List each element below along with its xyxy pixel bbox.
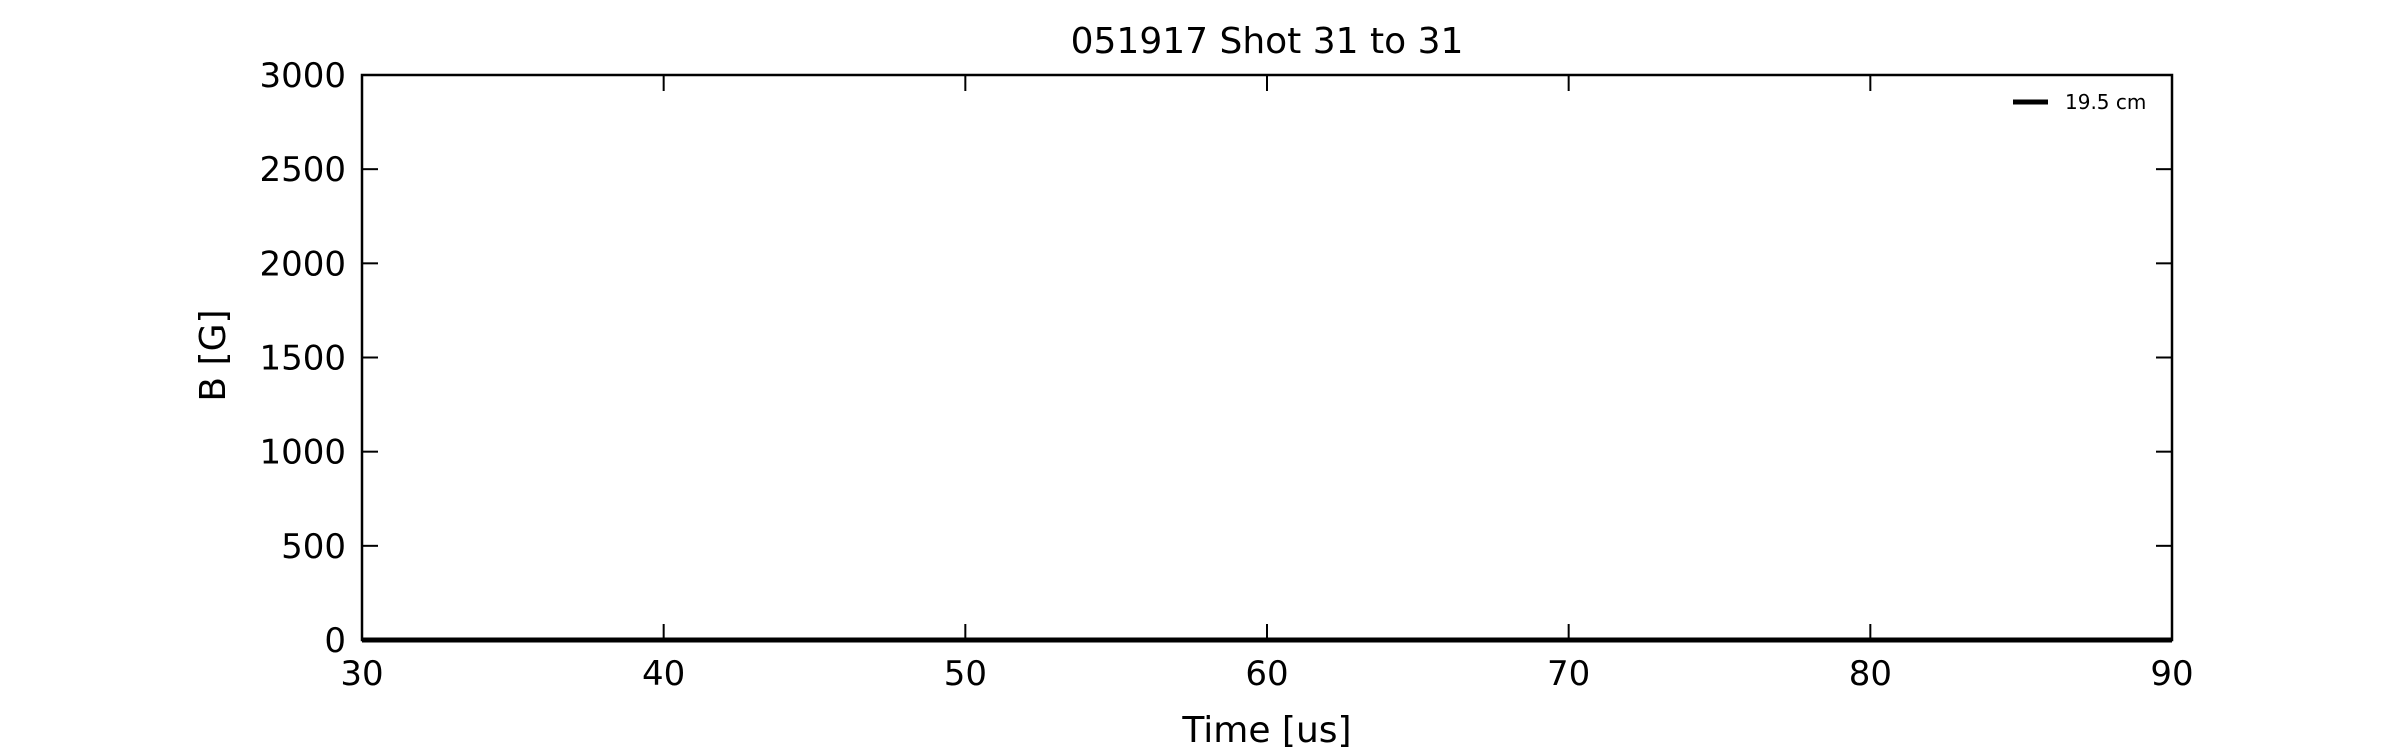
y-tick-label: 3000 <box>259 56 346 96</box>
y-tick-label: 500 <box>281 527 346 567</box>
tick-labels: 30 40 50 60 70 80 90 0 500 1000 1500 2000 2500 3000 <box>259 56 2193 694</box>
x-tick-label: 30 <box>340 654 383 694</box>
legend-label-0: 19.5 cm <box>2065 90 2146 114</box>
x-tick-label: 50 <box>944 654 987 694</box>
x-tick-label: 40 <box>642 654 685 694</box>
x-tick-label: 60 <box>1245 654 1288 694</box>
x-axis-label: Time [us] <box>1181 710 1351 750</box>
x-tick-label: 70 <box>1547 654 1590 694</box>
y-tick-label: 2000 <box>259 244 346 284</box>
y-tick-label: 2500 <box>259 150 346 190</box>
legend: 19.5 cm <box>2013 90 2146 114</box>
x-tick-label: 90 <box>2150 654 2193 694</box>
chart-title: 051917 Shot 31 to 31 <box>1071 21 1464 62</box>
y-tick-label: 1000 <box>259 433 346 473</box>
ticks-layer <box>361 74 2173 641</box>
x-tick-label: 80 <box>1849 654 1892 694</box>
y-tick-label: 0 <box>324 621 346 661</box>
y-axis-label: B [G] <box>193 309 234 401</box>
y-tick-label: 1500 <box>259 339 346 379</box>
